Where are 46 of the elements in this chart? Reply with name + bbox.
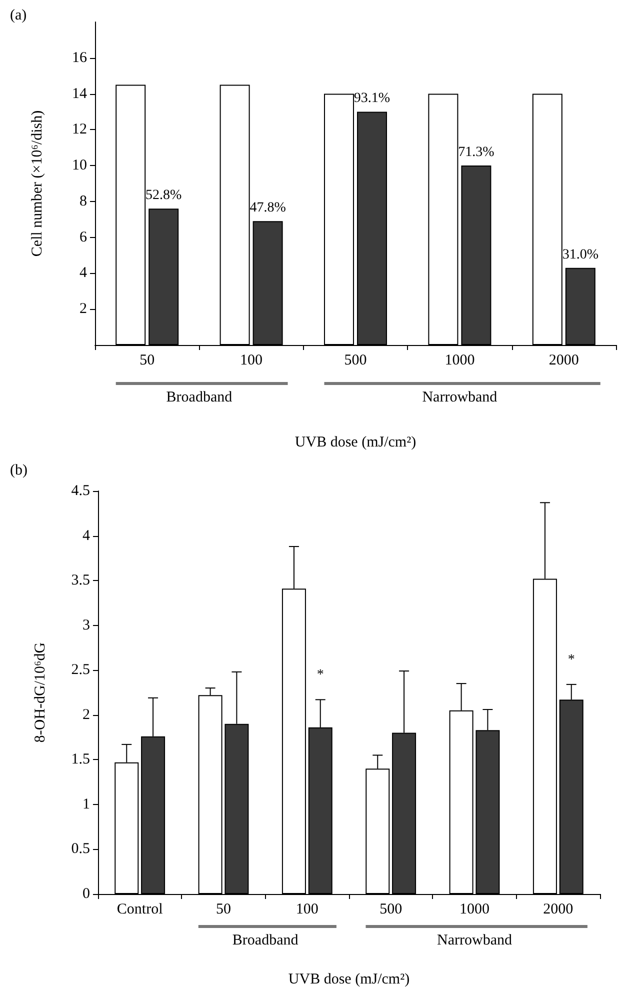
- x-tick-label: 500: [380, 902, 402, 918]
- y-tick-label: 2.5: [71, 662, 90, 678]
- annotation: 71.3%: [458, 145, 495, 160]
- y-tick-label: 16: [72, 50, 88, 66]
- y-axis-title: Cell number (×10⁶/dish): [30, 110, 46, 257]
- x-axis-title: UVB dose (mJ/cm²): [288, 972, 410, 988]
- x-tick-label: Control: [116, 902, 163, 918]
- annotation: 47.8%: [250, 200, 286, 216]
- chart-title: (b): [10, 462, 28, 478]
- x-tick-label: 100: [296, 902, 318, 918]
- text: Narrowband: [437, 932, 512, 948]
- text: Narrowband: [422, 390, 498, 406]
- y-tick-label: 1: [82, 796, 90, 812]
- y-tick-label: 4: [80, 265, 88, 282]
- annotation: 93.1%: [354, 91, 390, 106]
- text: Broadband: [232, 932, 299, 948]
- y-axis-title: 8-OH-dG/10⁶dG: [32, 642, 48, 743]
- x-tick-label: 2000: [548, 352, 579, 368]
- y-tick-label: 0: [82, 886, 90, 902]
- x-tick-label: 2000: [543, 902, 574, 918]
- x-tick-label: 50: [216, 902, 231, 918]
- y-tick-label: 10: [72, 158, 87, 174]
- x-axis-title: UVB dose (mJ/cm²): [294, 434, 416, 450]
- annotation: 52.8%: [146, 188, 182, 204]
- y-tick-label: 12: [72, 122, 87, 138]
- x-tick-label: 100: [240, 352, 263, 368]
- x-tick-label: 500: [344, 352, 367, 368]
- chart-title: (a): [10, 8, 27, 24]
- y-tick-label: 2: [80, 301, 87, 318]
- y-tick-label: 3.5: [71, 572, 90, 589]
- y-tick-label: 6: [80, 229, 88, 246]
- y-tick-label: 1.5: [71, 752, 90, 768]
- x-tick-label: 50: [140, 352, 155, 368]
- y-tick-label: 4: [82, 528, 90, 544]
- annotation: *: [316, 668, 324, 683]
- x-tick-label: 1000: [460, 902, 490, 918]
- annotation: 31.0%: [562, 247, 599, 262]
- y-tick-label: 0.5: [71, 841, 90, 858]
- y-tick-label: 14: [72, 86, 88, 102]
- y-tick-label: 3: [82, 617, 90, 634]
- text: Broadband: [166, 390, 233, 406]
- x-tick-label: 1000: [444, 352, 475, 368]
- annotation: *: [568, 652, 575, 668]
- y-tick-label: 2: [82, 706, 90, 723]
- y-tick-label: 8: [80, 193, 87, 210]
- y-tick-label: 4.5: [71, 483, 90, 499]
